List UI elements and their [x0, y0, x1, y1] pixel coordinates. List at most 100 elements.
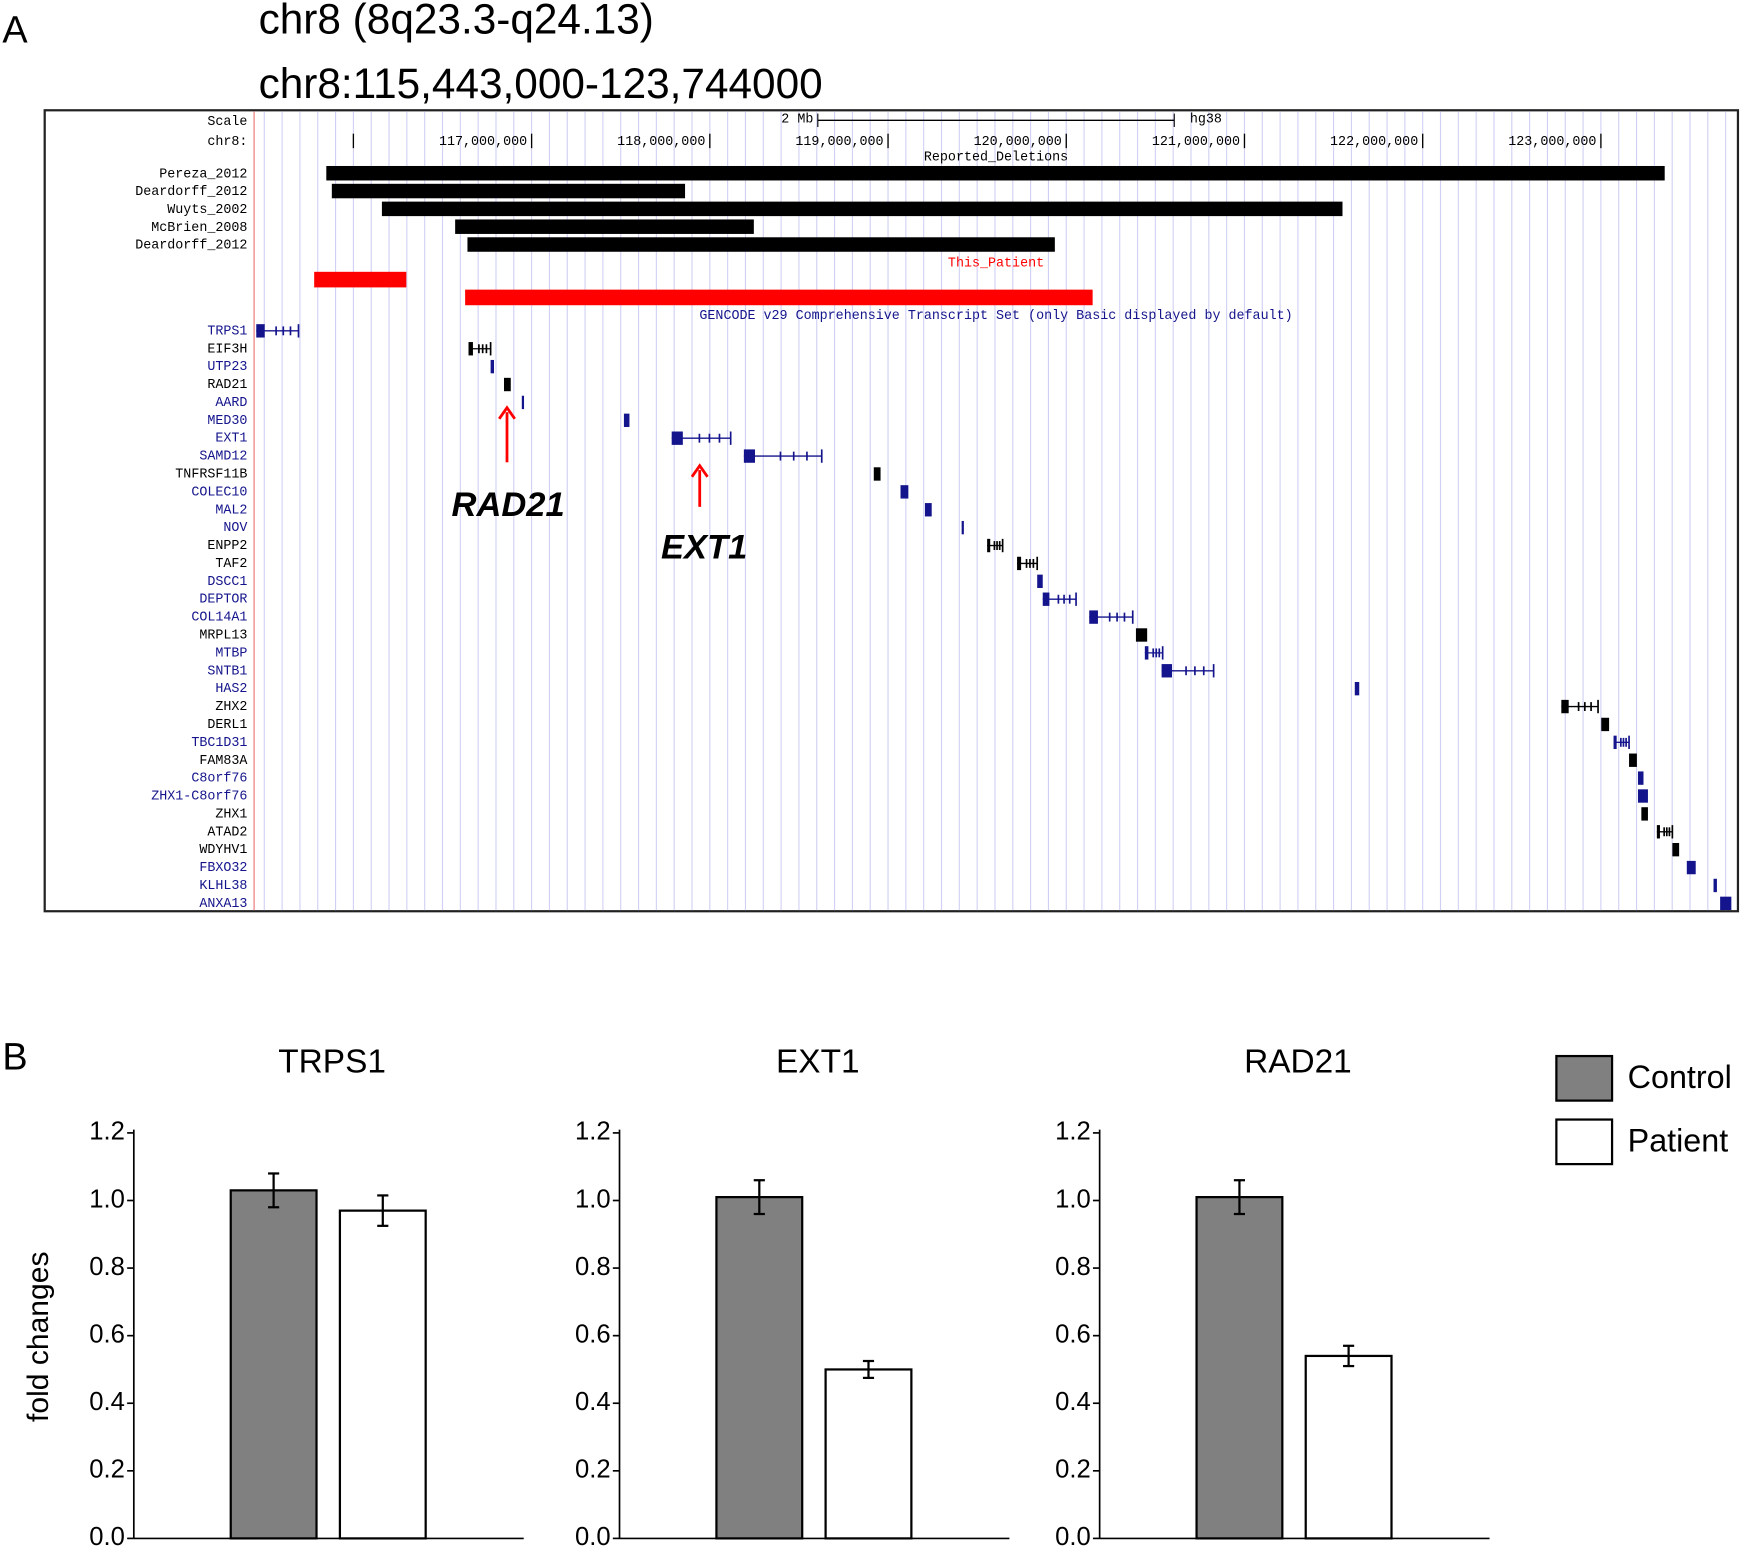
patient-deletion-bar — [465, 289, 1093, 306]
deletion-label: Wuyts_2002 — [167, 203, 247, 218]
gene-label: WDYHV1 — [199, 843, 247, 858]
gene-label: TAF2 — [215, 557, 247, 572]
gene-body — [961, 520, 964, 535]
error-bar — [862, 1359, 875, 1380]
panel-subtitle: chr8:115,443,000-123,744000 — [259, 60, 823, 107]
legend-label: Control — [1628, 1059, 1732, 1095]
gene-label: SNTB1 — [207, 664, 247, 679]
gene-body — [1354, 681, 1360, 696]
y-tick-label: 0.2 — [575, 1456, 611, 1484]
deletion-label: Deardorff_2012 — [135, 185, 247, 200]
deletion-bar — [331, 183, 686, 199]
gene-label: MRPL13 — [199, 629, 247, 644]
gene-label: ANXA13 — [199, 897, 247, 912]
bar — [715, 1196, 804, 1540]
track-title: This_Patient — [948, 256, 1044, 271]
gene — [256, 324, 300, 338]
gene-body — [873, 467, 881, 481]
deletion-bar — [467, 237, 1055, 252]
gene — [1720, 896, 1732, 911]
panel-label: B — [2, 1036, 27, 1078]
y-tick-label: 1.2 — [1055, 1118, 1091, 1146]
gene-exon — [256, 324, 265, 338]
gene-label: TNFRSF11B — [175, 468, 247, 483]
gene — [1637, 789, 1648, 803]
deletion-label: Pereza_2012 — [159, 167, 247, 182]
ruler-tick-label: 122,000,000 — [1330, 135, 1418, 150]
annotation-arrowhead — [498, 405, 516, 420]
panel-title: chr8 (8q23.3-q24.13) — [259, 0, 654, 42]
y-tick-label: 0.6 — [575, 1320, 611, 1348]
bar — [824, 1368, 913, 1540]
legend-swatch — [1555, 1118, 1614, 1166]
ruler-tick-label: 121,000,000 — [1152, 135, 1240, 150]
ruler-tick-label: 120,000,000 — [974, 135, 1062, 150]
gene-label: MAL2 — [215, 503, 247, 518]
gene-body — [1601, 717, 1610, 732]
y-tick-label: 0.4 — [575, 1388, 611, 1416]
deletion-bar — [455, 219, 754, 234]
gene — [1629, 753, 1637, 767]
gene-body — [1629, 753, 1637, 767]
y-tick-label: 0.4 — [89, 1388, 125, 1416]
gene — [1037, 574, 1043, 589]
y-tick-label: 1.2 — [575, 1118, 611, 1146]
gene-exon — [1161, 664, 1173, 678]
gene-label: C8orf76 — [191, 772, 247, 787]
gene-label: ZHX1-C8orf76 — [151, 790, 247, 805]
gene-label: RAD21 — [207, 378, 247, 393]
y-tick-label: 1.2 — [89, 1118, 125, 1146]
gene — [521, 395, 525, 410]
deletion-bar — [326, 165, 1665, 181]
gene — [1637, 771, 1644, 785]
gene — [623, 413, 630, 427]
gene-label: UTP23 — [207, 360, 247, 375]
gene-label: ATAD2 — [207, 825, 247, 840]
gene-label: TBC1D31 — [191, 736, 247, 751]
gene-label: HAS2 — [215, 682, 247, 697]
gene-body — [503, 377, 511, 392]
error-bar — [377, 1194, 389, 1227]
y-tick-label: 0.6 — [89, 1320, 125, 1348]
error-bar — [268, 1172, 280, 1209]
y-tick-label: 1.0 — [1055, 1185, 1091, 1213]
gene-exon — [1017, 556, 1022, 571]
track-label: chr8: — [207, 135, 247, 150]
gene — [1713, 878, 1717, 893]
gene-body — [1672, 842, 1680, 857]
chart-title: RAD21 — [1244, 1044, 1352, 1081]
gene-label: DSCC1 — [207, 575, 247, 590]
gene-body — [1037, 574, 1043, 589]
y-tick-label: 0.8 — [1055, 1253, 1091, 1281]
track-title: GENCODE v29 Comprehensive Transcript Set… — [699, 309, 1292, 324]
gene-label: SAMD12 — [199, 450, 247, 465]
gene — [743, 449, 823, 463]
y-tick-label: 1.0 — [89, 1185, 125, 1213]
y-tick-label: 0.8 — [575, 1253, 611, 1281]
gene — [503, 377, 511, 392]
scale-bar-label: 2 Mb — [781, 113, 813, 128]
y-tick-label: 0.0 — [1055, 1523, 1091, 1551]
gene — [671, 431, 732, 445]
gene-label: ENPP2 — [207, 539, 247, 554]
annotation-arrowhead — [690, 463, 709, 478]
gene-exon — [1144, 646, 1149, 660]
gene-label: MTBP — [215, 646, 247, 661]
gene — [1144, 646, 1164, 660]
gene-exon — [1561, 699, 1569, 714]
track-title: Reported_Deletions — [924, 151, 1068, 166]
deletion-bar — [381, 201, 1343, 217]
ruler-tick-label: 123,000,000 — [1508, 135, 1596, 150]
annotation-label: RAD21 — [452, 486, 565, 524]
y-tick-label: 0.0 — [575, 1523, 611, 1551]
gene-label: ZHX2 — [215, 700, 247, 715]
gene-exon — [1042, 592, 1050, 606]
gene-exon — [743, 449, 756, 463]
gene — [1672, 842, 1680, 857]
bar — [1195, 1196, 1284, 1540]
gene-body — [900, 485, 909, 499]
gene-exon — [1613, 735, 1617, 750]
gene — [1641, 807, 1648, 821]
